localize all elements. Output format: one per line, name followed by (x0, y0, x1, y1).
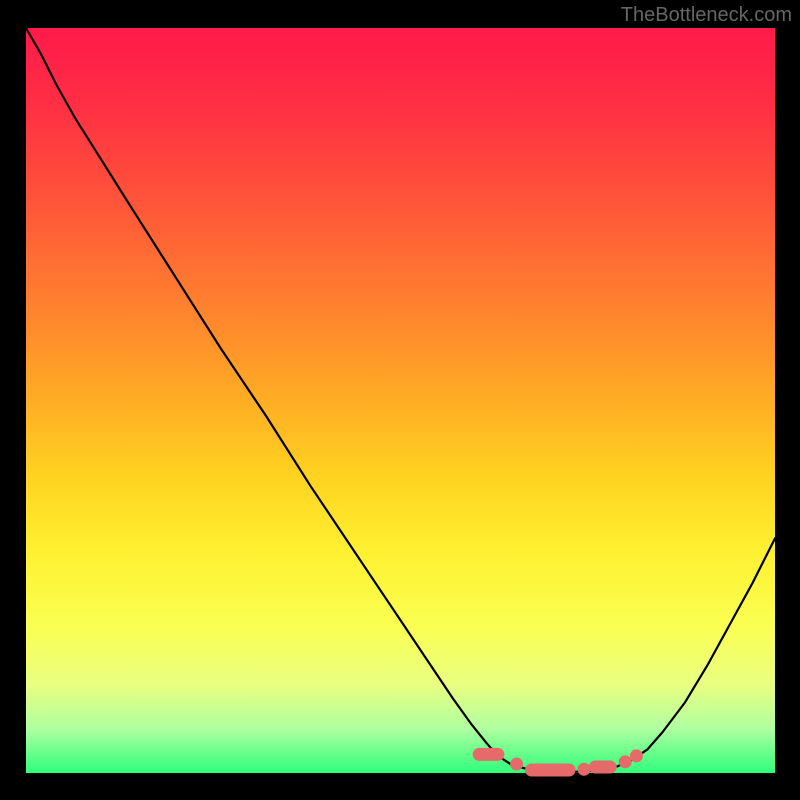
watermark-text: TheBottleneck.com (621, 4, 792, 27)
chart-container: TheBottleneck.com (0, 0, 800, 800)
bottleneck-chart (0, 0, 800, 800)
